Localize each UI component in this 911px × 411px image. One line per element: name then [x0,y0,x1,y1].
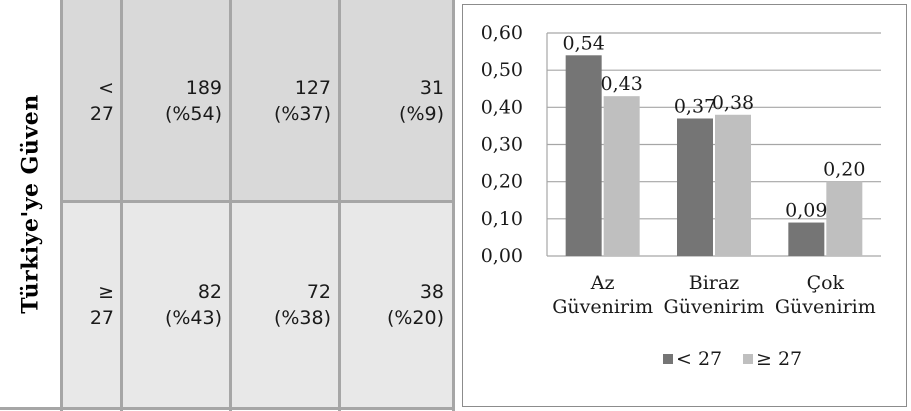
bar [603,96,640,256]
data-label: 0,38 [712,92,754,114]
table-cell-group-2: ≥ 27 [62,202,122,407]
row-header-text: Türkiye'ye Güven [18,93,44,314]
table-cell-r2-c3: 38 (%20) [339,202,452,407]
x-tick-label: Güvenirim [664,296,765,318]
data-label: 0,54 [563,32,605,54]
table-cell-r1-c2: 127 (%37) [230,0,339,202]
cell-count: 127 [294,77,331,99]
group-1-age: 27 [89,103,114,125]
legend-label: < 27 [676,348,722,370]
y-tick-label: 0,00 [481,245,523,267]
bar [826,181,863,256]
data-table: Türkiye'ye Güven < 27 189 (%54) 127 (%37… [0,0,455,411]
table-divider [60,0,63,411]
legend-label: ≥ 27 [756,348,802,370]
table-divider [452,0,455,411]
group-2-age: 27 [89,306,114,329]
cell-percent: (%54) [164,103,222,125]
data-label: 0,37 [674,95,716,117]
table-cell-r1-c1: 189 (%54) [122,0,230,202]
table-cell-group-1: < 27 [62,0,122,202]
y-tick-label: 0,50 [481,59,523,81]
bar [565,55,602,256]
y-tick-label: 0,10 [481,208,523,230]
x-tick-label: Güvenirim [775,296,876,318]
y-tick-label: 0,40 [481,96,523,118]
table-divider [120,0,123,411]
y-tick-label: 0,30 [481,134,523,156]
data-label: 0,43 [601,73,643,95]
cell-count: 38 [419,280,444,303]
table-divider [229,0,232,411]
x-tick-label: Çok [807,272,845,294]
cell-percent: (%43) [164,306,222,329]
table-cell-r1-c3: 31 (%9) [339,0,452,202]
cell-count: 189 [185,77,222,99]
row-header-label: Türkiye'ye Güven [0,0,62,407]
group-2-symbol: ≥ [98,280,114,303]
table-divider [62,200,454,203]
legend-swatch [743,354,753,364]
cell-count: 82 [197,280,222,303]
cell-percent: (%9) [399,103,444,125]
x-tick-label: Biraz [689,272,739,294]
bar [788,222,825,256]
bar-chart-svg: 0,000,100,200,300,400,500,60 0,540,43AzGü… [481,22,881,370]
cell-count: 31 [419,77,444,99]
x-tick-label: Güvenirim [552,296,653,318]
data-label: 0,09 [785,200,827,222]
x-tick-label: Az [590,272,615,294]
bar [715,114,751,257]
group-1-symbol: < [98,77,114,99]
cell-count: 72 [306,280,331,303]
cell-percent: (%37) [273,103,331,125]
cell-percent: (%20) [386,306,444,329]
table-divider [0,407,455,410]
y-tick-label: 0,60 [481,22,523,44]
bar [677,118,713,256]
data-label: 0,20 [823,159,865,181]
table-cell-r2-c1: 82 (%43) [122,202,230,407]
bar-chart: 0,00 0,10 0,20 0,30 0,40 0,50 0,60 0,54 0,43 Az Gü… [462,4,907,407]
cell-percent: (%38) [273,306,331,329]
table-cell-r2-c2: 72 (%38) [230,202,339,407]
table-divider [338,0,341,411]
legend-swatch [663,354,673,364]
y-tick-label: 0,20 [481,171,523,193]
